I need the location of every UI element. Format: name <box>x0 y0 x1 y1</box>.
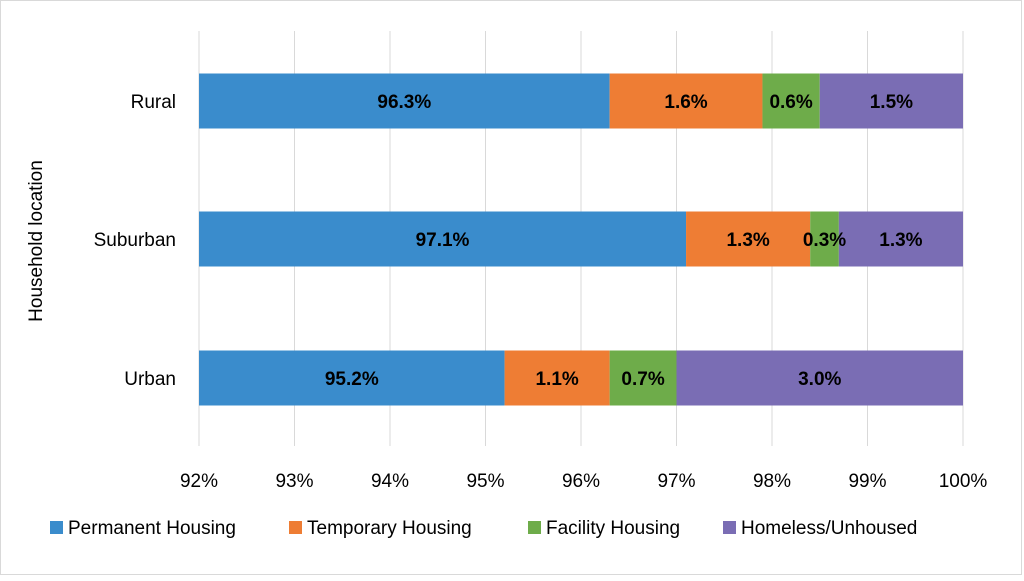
bar-segment <box>810 211 839 267</box>
category-label: Rural <box>131 92 176 113</box>
x-tick-label: 100% <box>939 471 988 492</box>
x-tick-labels: 92% 93% 94% 95% 96% 97% 98% 99% 100% <box>180 471 987 492</box>
data-label: 0.3% <box>803 230 846 251</box>
legend-swatch <box>289 521 302 534</box>
bar-segment <box>199 211 687 267</box>
legend-label: Facility Housing <box>546 518 680 539</box>
data-label: 1.3% <box>726 230 769 251</box>
x-tick-label: 97% <box>657 471 695 492</box>
legend-label: Permanent Housing <box>68 518 236 539</box>
x-tick-label: 96% <box>562 471 600 492</box>
category-label: Urban <box>124 369 176 390</box>
bar-segment <box>686 211 811 267</box>
legend-label: Temporary Housing <box>307 518 472 539</box>
x-tick-label: 99% <box>848 471 886 492</box>
y-axis-title: Household location <box>26 160 47 322</box>
data-label: 0.6% <box>769 92 812 113</box>
legend-label: Homeless/Unhoused <box>741 518 917 539</box>
bar-segment <box>838 211 963 267</box>
legend-swatch <box>50 521 63 534</box>
legend-swatch <box>723 521 736 534</box>
data-label: 1.3% <box>879 230 922 251</box>
legend-swatch <box>528 521 541 534</box>
data-label: 95.2% <box>325 369 379 390</box>
x-tick-label: 93% <box>275 471 313 492</box>
bar-segment <box>504 350 610 406</box>
bar-segment <box>676 350 963 406</box>
bar-segment <box>762 73 820 129</box>
legend: Permanent Housing Temporary Housing Facili… <box>50 518 917 539</box>
category-labels: Rural Suburban Urban <box>94 92 176 390</box>
bar-segment <box>199 350 505 406</box>
data-label: 0.7% <box>621 369 664 390</box>
data-labels: 96.3% 1.6% 0.6% 1.5% 97.1% 1.3% 0.3% 1.3% 95.2% 1… <box>325 92 923 390</box>
x-tick-label: 95% <box>466 471 504 492</box>
data-label: 1.5% <box>870 92 913 113</box>
data-label: 1.1% <box>535 369 578 390</box>
bar-segment <box>609 350 677 406</box>
data-label: 3.0% <box>798 369 841 390</box>
category-label: Suburban <box>94 230 176 251</box>
x-tick-label: 92% <box>180 471 218 492</box>
bars <box>199 73 963 406</box>
x-tick-label: 94% <box>371 471 409 492</box>
data-label: 96.3% <box>377 92 431 113</box>
bar-segment <box>199 73 610 129</box>
x-tick-label: 98% <box>753 471 791 492</box>
bar-segment <box>609 73 763 129</box>
data-label: 97.1% <box>416 230 470 251</box>
data-label: 1.6% <box>664 92 707 113</box>
bar-segment <box>819 73 963 129</box>
